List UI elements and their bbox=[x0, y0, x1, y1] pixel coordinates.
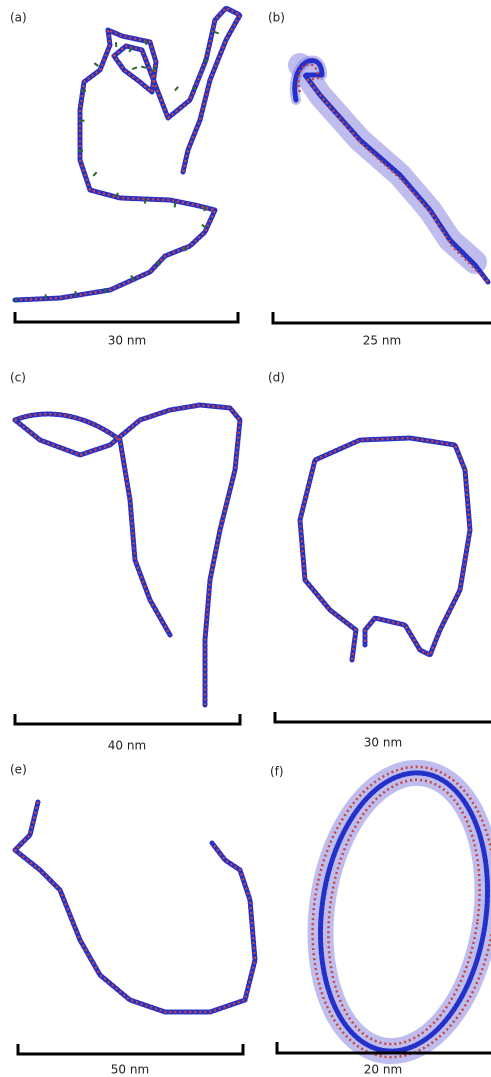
scale-label: 30 nm bbox=[108, 334, 146, 348]
chain-red bbox=[297, 63, 489, 283]
chain-red bbox=[13, 801, 257, 1014]
panel-b: (b) 25 nm bbox=[268, 11, 491, 348]
ring-red bbox=[311, 765, 491, 1059]
scale-bar bbox=[271, 312, 491, 325]
scale-label: 25 nm bbox=[363, 334, 401, 348]
scale-bar bbox=[273, 712, 491, 724]
panel-label: (e) bbox=[10, 763, 27, 777]
panel-label: (f) bbox=[270, 765, 284, 779]
scale-label: 20 nm bbox=[364, 1063, 402, 1077]
panel-a: (a) 30 nm bbox=[10, 5, 243, 348]
scale-bar bbox=[16, 1044, 245, 1056]
panel-label: (d) bbox=[268, 371, 285, 385]
panel-e: (e) 50 nm bbox=[10, 763, 258, 1077]
panel-f: (f) 20 nm bbox=[270, 759, 491, 1077]
chain-red bbox=[14, 6, 242, 302]
panel-label: (c) bbox=[10, 371, 26, 385]
scale-label: 50 nm bbox=[111, 1063, 149, 1077]
chain bbox=[297, 435, 473, 663]
ring bbox=[317, 770, 491, 1054]
chain-red bbox=[14, 403, 242, 705]
scale-bar bbox=[275, 1042, 491, 1055]
scale-bar bbox=[13, 714, 242, 726]
panel-label: (b) bbox=[268, 11, 285, 25]
panel-label: (a) bbox=[10, 11, 27, 25]
panel-d: (d) 30 nm bbox=[268, 371, 491, 750]
panel-c: (c) 40 nm bbox=[10, 371, 243, 753]
chain bbox=[12, 5, 243, 303]
ring-red bbox=[327, 778, 481, 1046]
chain-red bbox=[298, 436, 472, 661]
scale-label: 30 nm bbox=[364, 736, 402, 750]
chain bbox=[292, 58, 491, 285]
scale-bar bbox=[13, 312, 240, 324]
scale-label: 40 nm bbox=[108, 739, 146, 753]
chain bbox=[12, 799, 258, 1015]
